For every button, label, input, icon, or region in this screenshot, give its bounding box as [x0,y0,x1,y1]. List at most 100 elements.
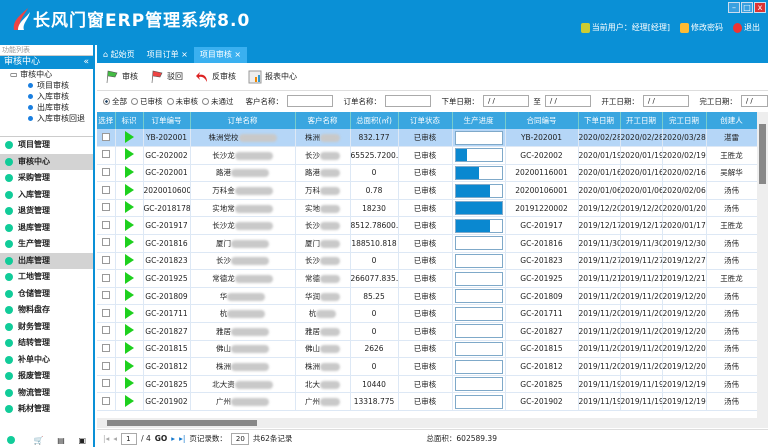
last-page-button[interactable]: ▸| [179,434,186,443]
tree-node[interactable]: 入库审核回退 [0,113,93,124]
menu-item[interactable]: 物流管理 [0,385,93,402]
table-row[interactable]: GC-201917 长沙龙 长沙 8512.78600... 已审核 GC-201917 2… [97,216,757,236]
close-button[interactable]: x [754,2,766,13]
radio-approved[interactable]: 已审核 [131,96,163,107]
logout-link[interactable]: 退出 [733,22,760,33]
report-center-button[interactable]: 报表中心 [248,70,297,84]
row-checkbox[interactable] [101,238,110,247]
menu-item[interactable]: 生产管理 [0,236,93,253]
row-checkbox[interactable] [101,308,110,317]
table-row[interactable]: GC-201823 长沙 长沙 0 已审核 GC-201823 2019/11/27 2019… [97,252,757,271]
reject-button[interactable]: 驳回 [150,70,183,84]
row-checkbox[interactable] [101,203,110,212]
finish-date-input[interactable]: / / [740,95,768,107]
menu-item[interactable]: 仓储管理 [0,286,93,303]
approve-button[interactable]: 审核 [105,70,138,84]
table-row[interactable]: GC-201812 株洲 株洲 0 已审核 GC-201812 2019/11/20 2019… [97,357,757,376]
row-checkbox[interactable] [101,167,110,176]
menu-item[interactable]: 财务管理 [0,319,93,336]
tree-node[interactable]: 项目审核 [0,80,93,91]
table-row[interactable]: GC-201825 北大资 北大 10440 已审核 GC-201825 2019/11/1… [97,375,757,394]
column-header[interactable]: 标识 [115,112,144,129]
row-checkbox[interactable] [101,396,110,405]
table-row[interactable]: GC-202002 长沙龙 长沙 65525.7200... 已审核 GC-202002 2… [97,146,757,165]
table-row[interactable]: GC-201809 华华润 85.25 已审核 GC-201809 2019/11/20 2… [97,287,757,306]
menu-item[interactable]: 耗材管理 [0,401,93,418]
menu-item[interactable]: 退货管理 [0,203,93,220]
page-input[interactable]: 1 [121,432,138,445]
table-row[interactable]: GC-201815 佛山 佛山 2626 已审核 GC-201815 2019/11/20 2… [97,340,757,359]
table-row[interactable]: GC-201925 常德龙 常德 266077.835... 已审核 GC-201925 2… [97,269,757,288]
tree-node[interactable]: 出库审核 [0,102,93,113]
change-password-link[interactable]: 修改密码 [680,22,723,33]
column-header[interactable]: 客户名称 [295,112,351,129]
section-header[interactable]: 审核中心 « [0,56,93,69]
menu-item[interactable]: 入库管理 [0,187,93,204]
tab-project-orders[interactable]: 项目订单 × [146,50,188,59]
tab-home[interactable]: ⌂ 起始页 [103,50,135,59]
table-row[interactable]: GC-2018178 实地常 实地 18230 已审核 20191220002 2019/1… [97,199,757,218]
row-checkbox[interactable] [101,291,110,300]
radio-all[interactable]: 全部 [103,96,127,107]
menu-item[interactable]: 报废管理 [0,368,93,385]
menu-item[interactable]: 结转管理 [0,335,93,352]
table-row[interactable]: GC-201827 雅居 雅居 0 已审核 GC-201827 2019/11/20 2019… [97,322,757,341]
column-header[interactable]: 合同编号 [505,112,579,129]
shortcut-dot-icon[interactable] [6,436,15,444]
shortcut-user-icon[interactable]: ▣ [78,436,87,445]
column-header[interactable]: 订单状态 [398,112,453,129]
first-page-button[interactable]: |◂ [103,434,110,443]
shortcut-cart-icon[interactable]: 🛒 [33,436,44,445]
table-row[interactable]: YB-202001 株洲党校 株洲 832.177 已审核 YB-202001 2020/0… [97,129,757,148]
menu-item[interactable]: 审核中心 [0,153,93,170]
column-header[interactable]: 订单名称 [190,112,296,129]
tree-node[interactable]: 入库审核 [0,91,93,102]
collapse-icon[interactable]: « [83,57,89,67]
row-checkbox[interactable] [101,255,110,264]
column-header[interactable]: 下单日期 [578,112,621,129]
menu-item[interactable]: 工地管理 [0,269,93,286]
order-date-to[interactable]: / / [544,95,592,107]
tab-project-audit[interactable]: 项目审核 × [193,47,248,63]
unapprove-button[interactable]: 反审核 [195,70,236,84]
menu-item[interactable]: 采购管理 [0,170,93,187]
order-input[interactable] [384,95,432,107]
menu-item[interactable]: 补单中心 [0,352,93,369]
next-page-button[interactable]: ▸ [171,434,176,443]
table-row[interactable]: GC-201902 广州 广州 13318.775 已审核 GC-201902 2019/1… [97,392,757,411]
maximize-button[interactable]: □ [741,2,753,13]
menu-item[interactable]: 物料盘存 [0,302,93,319]
horizontal-scrollbar[interactable] [97,418,768,428]
start-date-input[interactable]: / / [642,95,690,107]
row-checkbox[interactable] [101,361,110,370]
column-header[interactable]: 生产进度 [452,112,506,129]
radio-unapproved[interactable]: 未审核 [166,96,198,107]
menu-item[interactable]: 项目管理 [0,137,93,154]
menu-item[interactable]: 退库管理 [0,220,93,237]
row-checkbox[interactable] [101,220,110,229]
row-checkbox[interactable] [101,185,110,194]
prev-page-button[interactable]: ◂ [113,434,118,443]
column-header[interactable]: 选择 [97,112,116,129]
table-row[interactable]: GC-202001 路港 路港 0 已审核 20200116001 2020/01/16 20… [97,164,757,183]
radio-rejected[interactable]: 未通过 [202,96,234,107]
column-header[interactable]: 订单编号 [143,112,191,129]
customer-input[interactable] [287,95,334,107]
column-header[interactable]: 开工日期 [620,112,663,129]
go-button[interactable]: GO [154,434,168,443]
column-header[interactable]: 创建人 [706,112,757,129]
table-row[interactable]: GC-201711 杭杭 0 已审核 GC-201711 2019/11/20 2019/1… [97,304,757,324]
row-checkbox[interactable] [101,379,110,388]
minimize-button[interactable]: – [728,2,740,13]
table-row[interactable]: GC-201816 厦门 厦门 188510.818 已审核 GC-201816 2019/… [97,234,757,253]
row-checkbox[interactable] [101,273,110,282]
order-date-from[interactable]: / / [482,95,530,107]
page-size-input[interactable]: 20 [230,432,249,445]
menu-item[interactable]: 出库管理 [0,252,93,269]
row-checkbox[interactable] [101,150,110,159]
row-checkbox[interactable] [101,326,110,335]
row-checkbox[interactable] [101,132,110,141]
column-header[interactable]: 总面积(㎡) [350,112,399,129]
column-header[interactable]: 完工日期 [662,112,707,129]
row-checkbox[interactable] [101,343,110,352]
